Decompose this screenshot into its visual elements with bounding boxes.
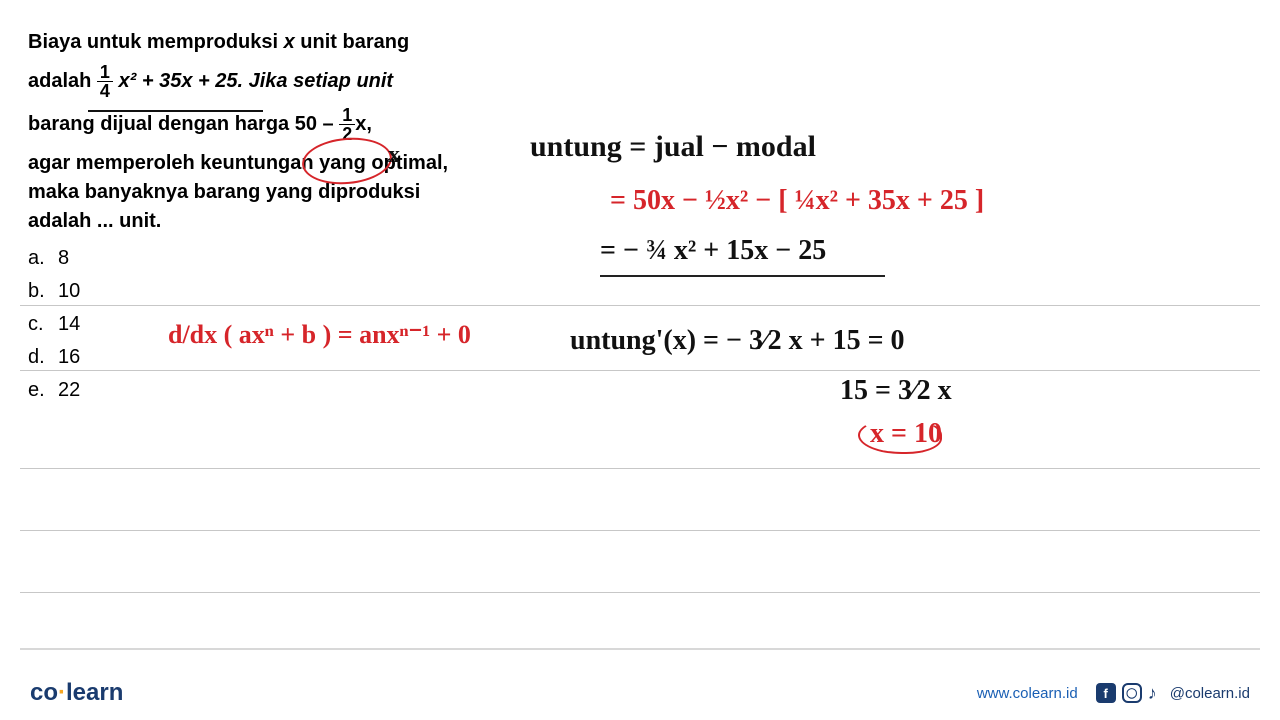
rule-line [20,648,1260,650]
option-b: 10 [58,280,80,302]
tiktok-icon: ♪ [1148,683,1164,703]
hw-untung-prime: untung'(x) = − 3⁄2 x + 15 = 0 [570,325,905,357]
q-line1-pre: Biaya untuk memproduksi [28,31,284,53]
q-line3-pre: barang dijual dengan harga 50 – [28,113,339,135]
q-line1-post: unit barang [295,31,409,53]
question-block: Biaya untuk memproduksi x unit barang ad… [28,28,458,409]
social-icons: f ◯ ♪ @colearn.id [1096,683,1250,703]
instagram-icon: ◯ [1122,683,1142,703]
underline-result [600,275,885,277]
logo-learn: learn [66,679,123,706]
hw-untung-def: untung = jual − modal [530,130,816,164]
q-var-x: x [284,31,295,53]
rule-line [20,592,1260,593]
logo-dot: · [58,679,66,706]
social-handle: @colearn.id [1170,685,1250,702]
rule-line [20,530,1260,531]
option-a: 8 [58,247,69,269]
rule-line [20,468,1260,469]
logo: co·learn [30,679,123,707]
logo-co: co [30,679,58,706]
option-c: 14 [58,313,80,335]
q-line2-mid: x² + 35x + 25. Jika setiap unit [119,70,394,92]
hw-solve1: 15 = 3⁄2 x [840,375,952,407]
hw-extra-x: x [388,142,400,169]
q-line3-post: x, [355,113,372,135]
rule-line [20,370,1260,371]
fraction-1-4: 14 [97,63,113,100]
hw-deriv-rule: d/dx ( axⁿ + b ) = anxⁿ⁻¹ + 0 [168,320,471,350]
hw-eq2: = − ¾ x² + 15x − 25 [600,235,826,267]
hw-eq1: = 50x − ½x² − [ ¼x² + 35x + 25 ] [610,185,984,217]
option-e: 22 [58,379,80,401]
option-d: 16 [58,346,80,368]
footer: co·learn www.colearn.id f ◯ ♪ @colearn.i… [0,666,1280,720]
rule-line [20,305,1260,306]
footer-url: www.colearn.id [977,685,1078,702]
answer-circle [858,418,942,454]
q-line2-pre: adalah [28,70,97,92]
facebook-icon: f [1096,683,1116,703]
underline-cost [88,110,263,112]
